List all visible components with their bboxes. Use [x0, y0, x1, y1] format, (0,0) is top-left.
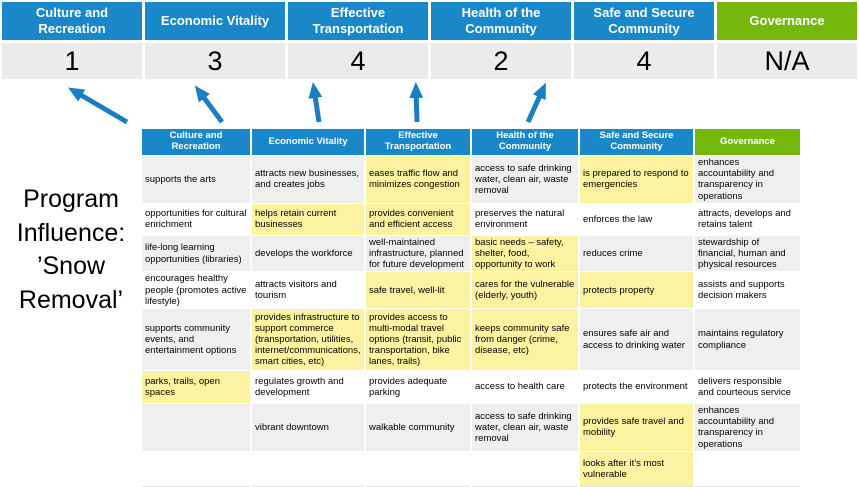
category-banner: Culture and Recreation Economic Vitality E… [2, 2, 857, 40]
matrix-cell: provides infrastructure to support comme… [250, 308, 366, 372]
arrow-icon [194, 85, 225, 124]
matrix-cell: safe travel, well-lit [364, 271, 472, 310]
matrix-cell: encourages healthy people (promotes acti… [140, 271, 252, 310]
matrix-cell: provides access to multi-modal travel op… [364, 308, 472, 372]
arrow-icon [525, 82, 546, 124]
matrix-cell: protects the environment [578, 370, 695, 405]
category-header: Culture and Recreation [2, 2, 142, 40]
matrix-cell: access to safe drinking water, clean air… [470, 155, 580, 204]
matrix-header-cell: Economic Vitality [250, 128, 366, 156]
score-row: 1 3 4 2 4 N/A [2, 43, 857, 79]
matrix-cell: attracts new businesses, and creates job… [250, 155, 366, 204]
matrix-cell: reduces crime [578, 234, 695, 273]
matrix-cell [250, 450, 366, 487]
category-header: Safe and Secure Community [574, 2, 714, 40]
matrix-cell: opportunities for cultural enrichment [140, 202, 252, 236]
matrix-cell: well-maintained infrastructure, planned … [364, 234, 472, 273]
matrix-cell: supports the arts [140, 155, 252, 204]
score-cell: 2 [431, 43, 571, 79]
matrix-row: encourages healthy people (promotes acti… [140, 271, 802, 310]
matrix-cell: supports community events, and entertain… [140, 308, 252, 372]
matrix-row: opportunities for cultural enrichment hel… [140, 202, 802, 236]
matrix-cell: basic needs – safety, shelter, food, opp… [470, 234, 580, 273]
matrix-row: life-long learning opportunities (librar… [140, 234, 802, 273]
matrix-header-row: Culture and Recreation Economic Vitality E… [140, 128, 802, 156]
matrix-table: Culture and Recreation Economic Vitality E… [140, 128, 802, 487]
matrix-header-cell: Effective Transportation [364, 128, 472, 156]
matrix-row: vibrant downtown walkable community access… [140, 403, 802, 452]
matrix-cell: regulates growth and development [250, 370, 366, 405]
matrix-cell: walkable community [364, 403, 472, 452]
matrix-cell [470, 450, 580, 487]
matrix-header-cell: Health of the Community [470, 128, 580, 156]
matrix-row: supports community events, and entertain… [140, 308, 802, 372]
arrow-icon [308, 82, 323, 123]
matrix-header-cell: Governance [693, 128, 802, 156]
arrow-icon [409, 82, 424, 123]
matrix-cell [140, 403, 252, 452]
score-cell: 1 [2, 43, 142, 79]
matrix-header-cell: Culture and Recreation [140, 128, 252, 156]
matrix-cell: delivers responsible and courteous servi… [693, 370, 802, 405]
influence-arrows [67, 82, 546, 125]
score-cell: 4 [288, 43, 428, 79]
matrix-cell: eases traffic flow and minimizes congest… [364, 155, 472, 204]
score-cell: N/A [717, 43, 857, 79]
matrix-cell: vibrant downtown [250, 403, 366, 452]
category-header: Economic Vitality [145, 2, 285, 40]
matrix-cell: cares for the vulnerable (elderly, youth… [470, 271, 580, 310]
matrix-body: supports the arts attracts new businesses… [140, 155, 802, 487]
matrix-cell: enhances accountability and transparency… [693, 403, 802, 452]
matrix-cell: attracts, develops and retains talent [693, 202, 802, 236]
matrix-cell: provides convenient and efficient access [364, 202, 472, 236]
influence-matrix: Culture and Recreation Economic Vitality E… [140, 128, 802, 487]
program-title: Program Influence: ’Snow Removal’ [16, 185, 126, 314]
matrix-row: looks after it’s most vulnerable [140, 450, 802, 487]
score-cell: 4 [574, 43, 714, 79]
matrix-cell: protects property [578, 271, 695, 310]
matrix-cell: enforces the law [578, 202, 695, 236]
matrix-cell: preserves the natural environment [470, 202, 580, 236]
matrix-cell: helps retain current businesses [250, 202, 366, 236]
matrix-cell: life-long learning opportunities (librar… [140, 234, 252, 273]
matrix-cell: develops the workforce [250, 234, 366, 273]
category-header: Effective Transportation [288, 2, 428, 40]
matrix-cell: parks, trails, open spaces [140, 370, 252, 405]
category-header: Governance [717, 2, 857, 40]
score-cell: 3 [145, 43, 285, 79]
matrix-cell: provides adequate parking [364, 370, 472, 405]
matrix-cell: access to health care [470, 370, 580, 405]
matrix-header-cell: Safe and Secure Community [578, 128, 695, 156]
matrix-cell [364, 450, 472, 487]
matrix-cell: ensures safe air and access to drinking … [578, 308, 695, 372]
matrix-row: parks, trails, open spaces regulates grow… [140, 370, 802, 405]
matrix-cell: keeps community safe from danger (crime,… [470, 308, 580, 372]
category-header: Health of the Community [431, 2, 571, 40]
matrix-cell: attracts visitors and tourism [250, 271, 366, 310]
matrix-cell: enhances accountability and transparency… [693, 155, 802, 204]
arrow-icon [67, 87, 129, 125]
matrix-cell [140, 450, 252, 487]
matrix-cell: access to safe drinking water, clean air… [470, 403, 580, 452]
matrix-cell: is prepared to respond to emergencies [578, 155, 695, 204]
matrix-cell: maintains regulatory compliance [693, 308, 802, 372]
matrix-cell: assists and supports decision makers [693, 271, 802, 310]
matrix-row: supports the arts attracts new businesses… [140, 155, 802, 204]
matrix-cell: stewardship of financial, human and phys… [693, 234, 802, 273]
matrix-cell [693, 450, 802, 487]
matrix-cell: provides safe travel and mobility [578, 403, 695, 452]
matrix-cell: looks after it’s most vulnerable [578, 450, 695, 487]
